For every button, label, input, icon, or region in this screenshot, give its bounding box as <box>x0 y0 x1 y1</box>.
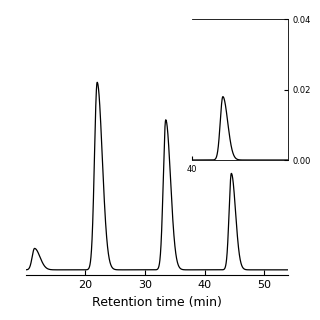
X-axis label: Retention time (min): Retention time (min) <box>92 296 222 308</box>
Y-axis label: Intensity (a.u.): Intensity (a.u.) <box>319 59 320 120</box>
